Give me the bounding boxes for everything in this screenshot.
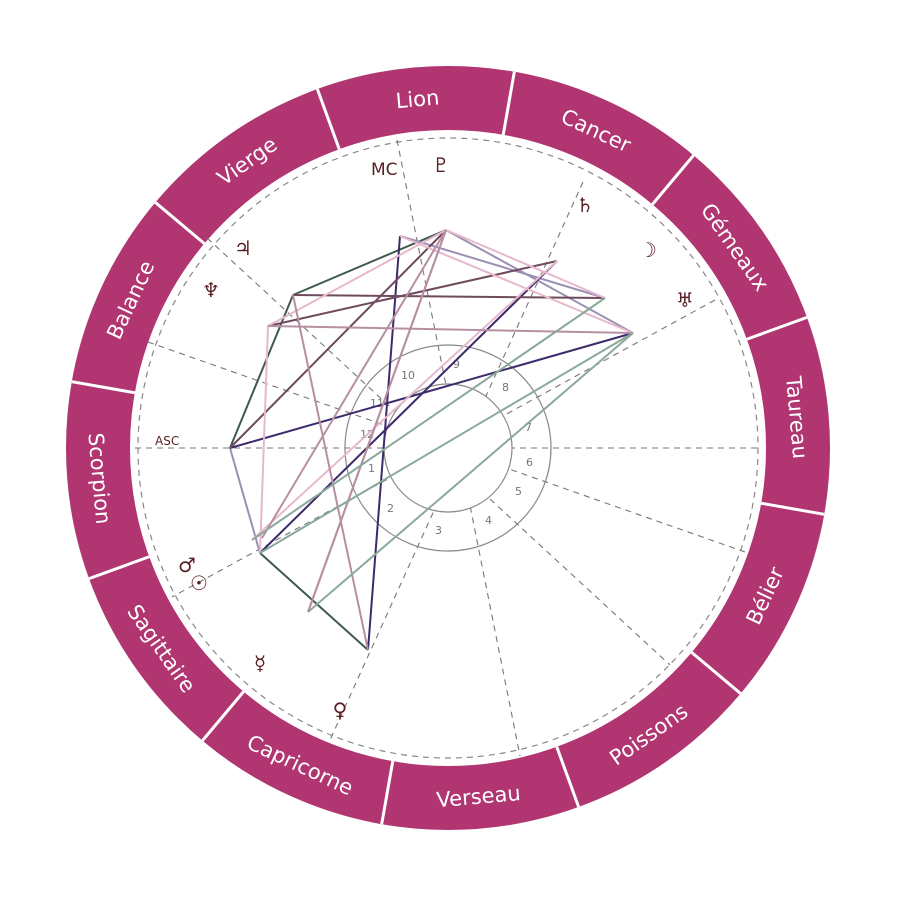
house-4: 4 — [485, 514, 492, 527]
sign-divider — [760, 501, 825, 516]
aspect-lines — [229, 229, 634, 651]
planet-glyphs: ♇ ♄ ☽ ♅ ♃ ♆ ♂☉ ☿ ♀ — [178, 153, 694, 722]
mars-icon: ♂ — [178, 553, 196, 577]
sign-divider — [88, 555, 150, 581]
sign-divider — [746, 315, 808, 341]
house-1: 1 — [368, 462, 375, 475]
sign-divider — [71, 380, 136, 395]
mc-label: MC — [371, 160, 398, 180]
house-9: 9 — [453, 358, 460, 371]
sign-divider — [315, 88, 341, 150]
house-2: 2 — [387, 502, 394, 515]
house-8: 8 — [502, 381, 509, 394]
sign-divider — [501, 71, 516, 136]
lune-icon: ☽ — [639, 238, 657, 262]
sign-divider — [690, 651, 742, 695]
sign-label-lion: Lion — [395, 85, 441, 113]
house-ring-outer — [344, 344, 552, 552]
saturne-icon: ♄ — [576, 193, 594, 217]
soleil-icon: ☉ — [190, 571, 208, 595]
house-6: 6 — [526, 456, 533, 469]
neptune-icon: ♆ — [202, 278, 220, 302]
sign-divider — [380, 760, 395, 825]
house-10: 10 — [401, 369, 415, 382]
mercure-icon: ☿ — [254, 651, 266, 675]
pluton-icon: ♇ — [432, 153, 450, 177]
sign-divider — [201, 690, 245, 742]
house-7: 7 — [525, 421, 532, 434]
uranus-icon: ♅ — [676, 288, 694, 312]
asc-label: ASC — [155, 434, 179, 448]
house-3: 3 — [435, 524, 442, 537]
venus-icon: ♀ — [333, 698, 348, 722]
sign-divider — [154, 201, 206, 245]
sign-divider — [555, 746, 581, 808]
house-5: 5 — [515, 485, 522, 498]
sign-dividers — [71, 71, 825, 825]
zodiac-ring — [66, 66, 830, 830]
sign-divider — [651, 154, 695, 206]
jupiter-icon: ♃ — [234, 236, 252, 260]
